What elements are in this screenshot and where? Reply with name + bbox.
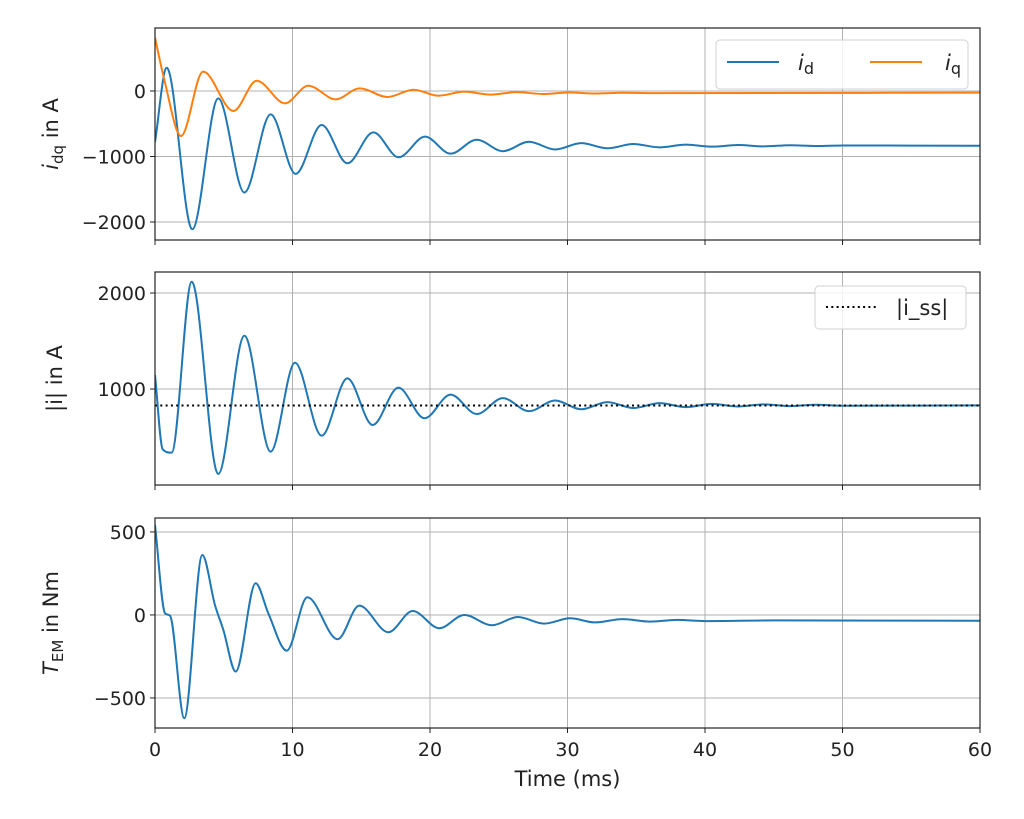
legend-label: id xyxy=(798,51,814,78)
subplot-2: 1000 2000 |i| in A |i_ss| xyxy=(43,271,981,490)
x-tick-label: 30 xyxy=(555,739,579,761)
axes-frame xyxy=(154,271,981,486)
legend-sub: q xyxy=(951,59,961,78)
y-tick-label: −2000 xyxy=(82,212,146,234)
y-tick-label: 1000 xyxy=(98,379,146,401)
legend-box xyxy=(814,285,967,330)
x-tick-label: 10 xyxy=(280,739,304,761)
x-axis-label: Time (ms) xyxy=(514,767,621,791)
axes-frame xyxy=(154,27,981,241)
legend-sub: d xyxy=(804,59,814,78)
legend-label: |i_ss| xyxy=(896,296,948,321)
y-tick-label: 2000 xyxy=(98,283,146,305)
series-line-i-q xyxy=(155,37,980,138)
x-tick-label: 60 xyxy=(968,739,992,761)
x-tick-label: 0 xyxy=(149,739,161,761)
series-line-current xyxy=(155,524,980,720)
y-tick-label: −1000 xyxy=(82,146,146,168)
y-tick-label: 0 xyxy=(134,605,146,627)
y-tick-label: −500 xyxy=(94,688,146,710)
y-tick-label: 500 xyxy=(110,522,146,544)
y-label-sub: EM xyxy=(49,640,67,662)
legend-var: i xyxy=(798,51,804,75)
y-axis-label: idq in A xyxy=(39,97,67,169)
series-line-i-d xyxy=(155,66,980,231)
y-label-unit: in Nm xyxy=(39,571,63,640)
axes-frame xyxy=(154,517,981,729)
x-tick-label: 50 xyxy=(830,739,854,761)
y-tick-label: 0 xyxy=(134,81,146,103)
y-label-var: T xyxy=(39,660,63,675)
subplot-3: 0 10 20 30 40 50 60 500 0 −500 TEM in Nm Time (ms) xyxy=(39,517,992,791)
legend-label: iq xyxy=(945,51,961,78)
legend-var: i xyxy=(945,51,951,75)
y-axis-label: |i| in A xyxy=(43,344,68,411)
legend: id iq xyxy=(715,39,969,90)
x-tick-label: 20 xyxy=(418,739,442,761)
y-label-unit: in A xyxy=(39,97,63,144)
x-tick-label: 40 xyxy=(693,739,717,761)
y-label-var: i xyxy=(39,164,63,170)
legend-box xyxy=(715,39,969,90)
y-axis-label: TEM in Nm xyxy=(39,571,67,675)
y-label-sub: dq xyxy=(49,145,67,164)
legend: |i_ss| xyxy=(814,285,967,330)
